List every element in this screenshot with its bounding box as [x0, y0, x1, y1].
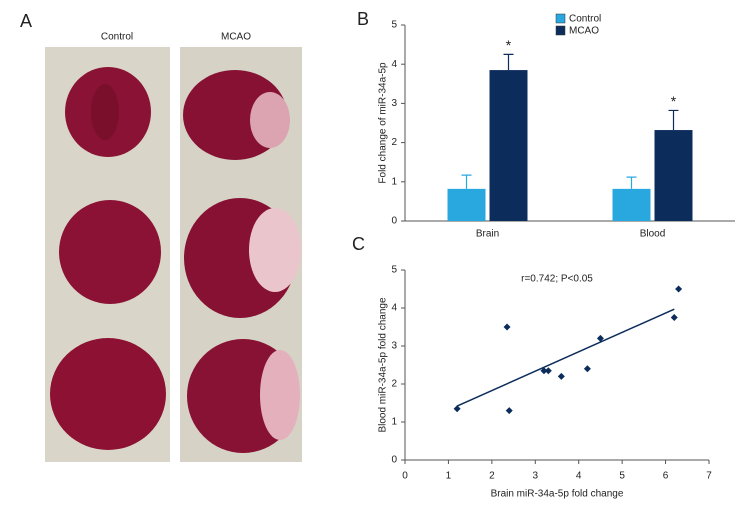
y-tick-label: 5: [391, 265, 397, 276]
y-axis-label: Blood miR-34a-5p fold change: [378, 297, 389, 433]
data-point: [453, 405, 461, 413]
x-tick-label: 7: [706, 471, 712, 482]
trend-line: [456, 308, 675, 407]
charts: B 0 1 2 3 4 5 Fold change of miR-34a-5p Brain * Bl…: [352, 9, 735, 500]
data-point: [505, 407, 513, 415]
annotation: r=0.742; P<0.05: [521, 274, 593, 285]
x-tick-label: 0: [402, 471, 408, 482]
y-tick-label: 3: [391, 98, 397, 109]
y-tick-label: 1: [391, 176, 397, 187]
significance-mark: *: [671, 93, 677, 109]
error-bar: [668, 109, 679, 131]
x-tick-label: 3: [533, 471, 539, 482]
y-tick-label: 5: [391, 20, 397, 31]
y-tick-label: 0: [391, 216, 397, 227]
bar: [654, 130, 693, 221]
y-tick-label: 1: [391, 417, 397, 428]
x-tick-label: Blood: [640, 229, 666, 240]
data-point: [675, 285, 683, 293]
brain-slice: [59, 200, 161, 304]
y-axis-label: Fold change of miR-34a-5p: [378, 62, 389, 184]
significance-mark: *: [506, 37, 512, 53]
brain-slice: [91, 84, 119, 140]
x-tick-label: Brain: [476, 229, 499, 240]
x-tick-label: 6: [663, 471, 669, 482]
bar: [612, 188, 651, 221]
panel-label: B: [357, 9, 369, 29]
x-tick-label: 2: [489, 471, 495, 482]
legend-label: MCAO: [569, 26, 599, 37]
data-point: [670, 314, 678, 321]
bar: [447, 188, 486, 221]
bar: [489, 70, 528, 221]
brain-slice: [50, 338, 166, 450]
legend-swatch: [555, 25, 566, 36]
infarct: [249, 208, 301, 292]
y-tick-label: 2: [391, 379, 397, 390]
y-tick-label: 3: [391, 341, 397, 352]
data-point: [583, 365, 591, 373]
infarct: [260, 350, 300, 440]
data-point: [544, 367, 552, 375]
y-tick-label: 4: [391, 303, 397, 314]
data-point: [540, 367, 548, 375]
y-tick-label: 4: [391, 59, 397, 70]
y-tick-label: 2: [391, 137, 397, 148]
error-bar: [461, 174, 472, 189]
panel-label: A: [20, 11, 32, 31]
legend-label: Control: [569, 14, 601, 25]
infarct: [250, 92, 290, 148]
tissue-photos: [45, 47, 302, 462]
x-tick-label: 1: [446, 471, 452, 482]
error-bar: [626, 176, 637, 189]
x-tick-label: 4: [576, 471, 582, 482]
data-point: [503, 323, 511, 331]
x-axis-label: Brain miR-34a-5p fold change: [491, 489, 624, 500]
x-tick-label: 5: [619, 471, 625, 482]
data-point: [557, 372, 565, 380]
data-point: [596, 334, 604, 342]
y-tick-label: 0: [391, 455, 397, 466]
error-bar: [503, 53, 514, 71]
legend-swatch: [555, 13, 566, 24]
column-label: Control: [101, 32, 133, 43]
panel-label: C: [352, 234, 365, 254]
column-label: MCAO: [221, 32, 251, 43]
